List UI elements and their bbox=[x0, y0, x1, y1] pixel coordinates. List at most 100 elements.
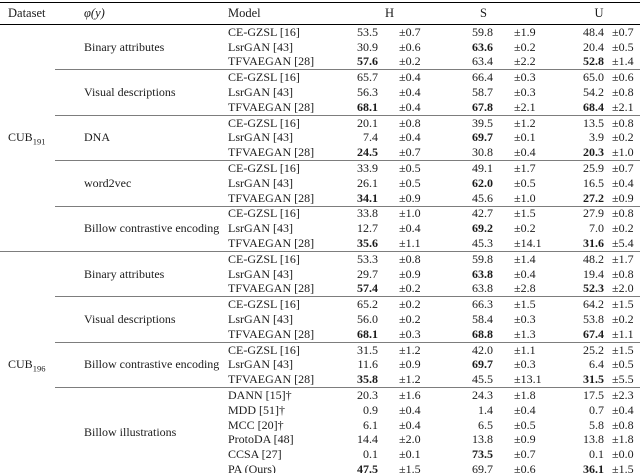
model-cell: TFVAEGAN [28] bbox=[228, 54, 315, 69]
metric-error: ±1.8 bbox=[612, 432, 634, 447]
table-row: LsrGAN [43] 26.1 ±0.5 62.0 ±0.5 16.5 ±0.4 bbox=[0, 176, 640, 191]
metric-value: 17.5 bbox=[574, 387, 605, 403]
model-cell: TFVAEGAN [28] bbox=[228, 372, 315, 387]
table-row: MDD [51]† 0.9 ±0.4 1.4 ±0.4 0.7 ±0.4 bbox=[0, 403, 640, 418]
metric-error: ±0.9 bbox=[612, 190, 634, 205]
metric-error: ±1.2 bbox=[493, 114, 575, 131]
metric-value: 33.9 bbox=[352, 160, 378, 176]
metric-value: 39.5 bbox=[467, 114, 493, 131]
model-cell: TFVAEGAN [28] bbox=[228, 145, 315, 160]
metric-error: ±0.2 bbox=[612, 312, 634, 327]
table-row: TFVAEGAN [28] 57.4 ±0.2 63.8 ±2.8 52.3 ±2.0 bbox=[0, 282, 640, 297]
metric-error: ±0.8 bbox=[612, 266, 634, 281]
metric-value: 13.8 bbox=[583, 432, 605, 447]
table-row: Billow illustrations DANN [15]† 20.3 ±1.6 24… bbox=[0, 387, 640, 473]
table-row: TFVAEGAN [28] 68.1 ±0.4 67.8 ±2.1 68.4 ±2.1 bbox=[0, 100, 640, 115]
metric-error: ±0.2 bbox=[399, 281, 421, 296]
metric-error: ±0.4 bbox=[399, 130, 421, 145]
model-cell: CE-GZSL [16] bbox=[224, 69, 352, 86]
table-row: TFVAEGAN [28] 24.5 ±0.7 30.8 ±0.4 20.3 ±1.0 bbox=[0, 145, 640, 160]
col-header-harmonic: H bbox=[352, 2, 467, 25]
metric-error: ±0.2 bbox=[514, 39, 536, 54]
model-cell: CE-GZSL [16] bbox=[224, 296, 352, 313]
dataset-subscript: 191 bbox=[32, 136, 46, 147]
metric-value: 20.1 bbox=[352, 114, 378, 131]
metric-error: ±1.1 bbox=[612, 326, 634, 341]
metric-value: 45.5 bbox=[472, 372, 493, 387]
metric-error: ±0.4 bbox=[399, 99, 421, 114]
col-header-phi: φ(y) bbox=[55, 2, 224, 25]
metric-value: 36.1 bbox=[583, 462, 605, 473]
metric-error: ±5.4 bbox=[612, 236, 634, 251]
table-row: LsrGAN [43] 29.7 ±0.9 63.8 ±0.4 19.4 ±0.8 bbox=[0, 267, 640, 282]
table-row: MCC [20]† 6.1 ±0.4 6.5 ±0.5 5.8 ±0.8 bbox=[0, 418, 640, 433]
metric-error: ±2.1 bbox=[612, 99, 634, 114]
col-header-seen: S bbox=[467, 2, 575, 25]
metric-error: ±0.5 bbox=[514, 417, 536, 432]
metric-value: 53.3 bbox=[352, 250, 378, 267]
metric-value: 53.8 bbox=[583, 312, 605, 327]
model-cell: CE-GZSL [16] bbox=[224, 160, 352, 176]
metric-error: ±0.4 bbox=[399, 402, 421, 417]
phi-cell: Billow illustrations bbox=[55, 387, 224, 473]
metric-value: 35.6 bbox=[357, 236, 378, 251]
metric-value: 35.8 bbox=[357, 372, 378, 387]
metric-error: ±0.5 bbox=[612, 357, 634, 372]
metric-value: 63.4 bbox=[472, 54, 493, 69]
metric-error: ±0.1 bbox=[399, 447, 421, 462]
metric-error: ±0.5 bbox=[514, 175, 536, 190]
table-row: TFVAEGAN [28] 35.6 ±1.1 45.3 ±14.1 31.6 ±5.4 bbox=[0, 236, 640, 251]
dataset-name: CUB bbox=[8, 356, 33, 371]
metric-value: 31.5 bbox=[583, 372, 605, 387]
metric-error: ±1.5 bbox=[604, 341, 640, 358]
metric-value: 57.4 bbox=[357, 281, 378, 296]
metric-value: 0.9 bbox=[363, 402, 378, 417]
metric-error: ±0.8 bbox=[612, 85, 634, 100]
metric-error: ±1.1 bbox=[493, 341, 575, 358]
model-cell: LsrGAN [43] bbox=[228, 130, 293, 145]
metric-value: 24.3 bbox=[467, 387, 493, 403]
dataset-cell: CUB191 bbox=[0, 25, 55, 252]
metric-value: 16.5 bbox=[583, 175, 605, 190]
model-cell: CE-GZSL [16] bbox=[224, 250, 352, 267]
metric-value: 45.3 bbox=[472, 236, 493, 251]
dataset-subscript: 196 bbox=[32, 363, 46, 374]
table-row: LsrGAN [43] 56.0 ±0.2 58.4 ±0.3 53.8 ±0.2 bbox=[0, 312, 640, 327]
metric-error: ±2.1 bbox=[514, 99, 536, 114]
metric-value: 48.2 bbox=[574, 250, 605, 267]
model-cell: CE-GZSL [16] bbox=[224, 114, 352, 131]
model-cell: TFVAEGAN [28] bbox=[228, 190, 315, 205]
metric-error: ±0.2 bbox=[612, 221, 634, 236]
metric-value: 59.8 bbox=[472, 24, 493, 39]
metric-value: 27.9 bbox=[574, 205, 605, 222]
metric-error: ±0.4 bbox=[378, 69, 467, 86]
metric-error: ±0.6 bbox=[514, 462, 536, 473]
metric-value: 6.4 bbox=[589, 357, 605, 372]
metric-value: 25.2 bbox=[574, 341, 605, 358]
table-row: LsrGAN [43] 7.4 ±0.4 69.7 ±0.1 3.9 ±0.2 bbox=[0, 131, 640, 146]
table-row: LsrGAN [43] 12.7 ±0.4 69.2 ±0.2 7.0 ±0.2 bbox=[0, 221, 640, 236]
phi-cell: DNA bbox=[55, 114, 224, 161]
model-cell: LsrGAN [43] bbox=[228, 221, 293, 236]
table-row: word2vec CE-GZSL [16] 33.9 ±0.5 49.1 ±1.7 25.9… bbox=[0, 160, 640, 207]
metric-error: ±1.5 bbox=[399, 462, 421, 473]
metric-value: 19.4 bbox=[583, 266, 605, 281]
metric-error: ±1.5 bbox=[604, 296, 640, 313]
dataset-cell: CUB196 bbox=[0, 250, 55, 473]
metric-value: 0.1 bbox=[363, 447, 378, 462]
metric-value: 5.8 bbox=[589, 417, 605, 432]
metric-value: 63.8 bbox=[472, 281, 493, 296]
metric-value: 34.1 bbox=[357, 190, 378, 205]
metric-value: 11.6 bbox=[357, 357, 378, 372]
metric-error: ±0.7 bbox=[514, 447, 536, 462]
metric-error: ±0.5 bbox=[399, 175, 421, 190]
metric-error: ±0.3 bbox=[514, 312, 536, 327]
model-cell: TFVAEGAN [28] bbox=[228, 281, 315, 296]
table-row: TFVAEGAN [28] 57.6 ±0.2 63.4 ±2.2 52.8 ±1.4 bbox=[0, 55, 640, 70]
metric-error: ±0.8 bbox=[612, 417, 634, 432]
metric-value: 65.2 bbox=[352, 296, 378, 313]
metric-value: 49.1 bbox=[467, 160, 493, 176]
col-header-dataset: Dataset bbox=[0, 2, 55, 25]
metric-error: ±0.4 bbox=[514, 266, 536, 281]
